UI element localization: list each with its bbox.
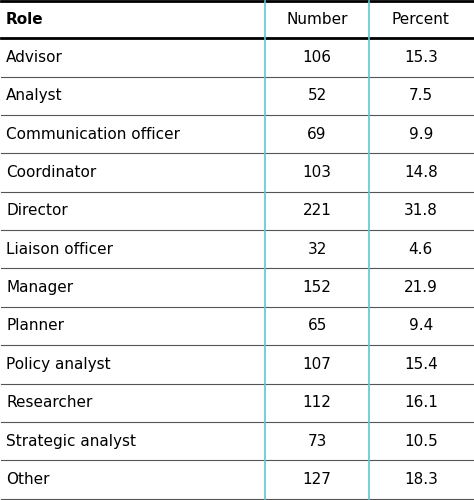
Text: 107: 107: [303, 357, 331, 372]
Text: 4.6: 4.6: [409, 242, 433, 256]
Text: Number: Number: [286, 12, 348, 28]
Text: 65: 65: [308, 318, 327, 334]
Text: 52: 52: [308, 88, 327, 104]
Text: 106: 106: [302, 50, 332, 65]
Text: 18.3: 18.3: [404, 472, 438, 487]
Text: 69: 69: [307, 126, 327, 142]
Text: Director: Director: [6, 204, 68, 218]
Text: 32: 32: [308, 242, 327, 256]
Text: Policy analyst: Policy analyst: [6, 357, 111, 372]
Text: Researcher: Researcher: [6, 395, 92, 410]
Text: 221: 221: [303, 204, 331, 218]
Text: Advisor: Advisor: [6, 50, 63, 65]
Text: 15.4: 15.4: [404, 357, 438, 372]
Text: Liaison officer: Liaison officer: [6, 242, 113, 256]
Text: Coordinator: Coordinator: [6, 165, 96, 180]
Text: 112: 112: [303, 395, 331, 410]
Text: 10.5: 10.5: [404, 434, 438, 448]
Text: Percent: Percent: [392, 12, 450, 28]
Text: Strategic analyst: Strategic analyst: [6, 434, 136, 448]
Text: 31.8: 31.8: [404, 204, 438, 218]
Text: Manager: Manager: [6, 280, 73, 295]
Text: 152: 152: [303, 280, 331, 295]
Text: 14.8: 14.8: [404, 165, 438, 180]
Text: Role: Role: [6, 12, 44, 28]
Text: 16.1: 16.1: [404, 395, 438, 410]
Text: 21.9: 21.9: [404, 280, 438, 295]
Text: Planner: Planner: [6, 318, 64, 334]
Text: 73: 73: [308, 434, 327, 448]
Text: 103: 103: [302, 165, 332, 180]
Text: 127: 127: [303, 472, 331, 487]
Text: Analyst: Analyst: [6, 88, 63, 104]
Text: 7.5: 7.5: [409, 88, 433, 104]
Text: 9.4: 9.4: [409, 318, 433, 334]
Text: Other: Other: [6, 472, 50, 487]
Text: Communication officer: Communication officer: [6, 126, 180, 142]
Text: 9.9: 9.9: [409, 126, 433, 142]
Text: 15.3: 15.3: [404, 50, 438, 65]
